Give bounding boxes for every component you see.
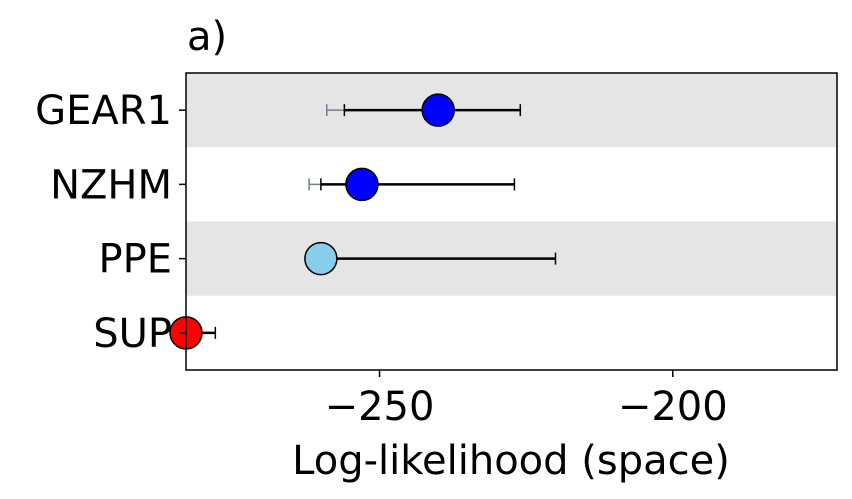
plot-frame xyxy=(185,72,838,371)
y-axis: GEAR1 NZHM PPE SUP xyxy=(35,88,186,357)
x-tick-label: −250 xyxy=(325,384,435,430)
secondary-errorbar xyxy=(308,178,321,191)
y-tick-label: GEAR1 xyxy=(35,88,172,134)
point-marker xyxy=(345,167,379,202)
y-tick-label: NZHM xyxy=(50,162,172,208)
point-markers xyxy=(169,93,455,350)
point-marker xyxy=(304,241,338,276)
x-axis-label: Log-likelihood (space) xyxy=(292,438,730,484)
x-axis: −250 −200 xyxy=(325,370,728,430)
panel-label: a) xyxy=(187,14,227,60)
y-tick-label: SUP xyxy=(93,311,172,357)
secondary-errorbar xyxy=(326,104,345,117)
y-tick-label: PPE xyxy=(98,237,172,283)
x-tick-label: −200 xyxy=(618,384,728,430)
point-marker xyxy=(421,93,455,127)
